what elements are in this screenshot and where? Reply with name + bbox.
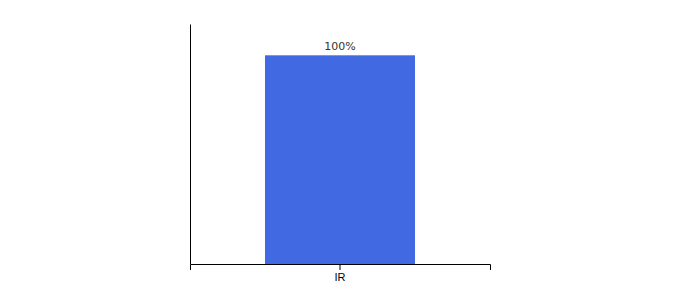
x-axis: IR [191, 264, 491, 283]
data-labels: 100% [324, 40, 355, 53]
y-axis-line [190, 25, 191, 265]
x-tick: IR [335, 264, 346, 283]
x-tick-label: IR [335, 271, 346, 283]
chart: 100% IR [0, 0, 680, 300]
plot: 100% IR [191, 25, 491, 283]
data-label: 100% [324, 40, 355, 53]
bar [265, 55, 415, 264]
x-axis-line [191, 265, 491, 271]
y-axis [190, 25, 191, 265]
x-tick-mark [340, 264, 341, 270]
bars [265, 55, 415, 264]
